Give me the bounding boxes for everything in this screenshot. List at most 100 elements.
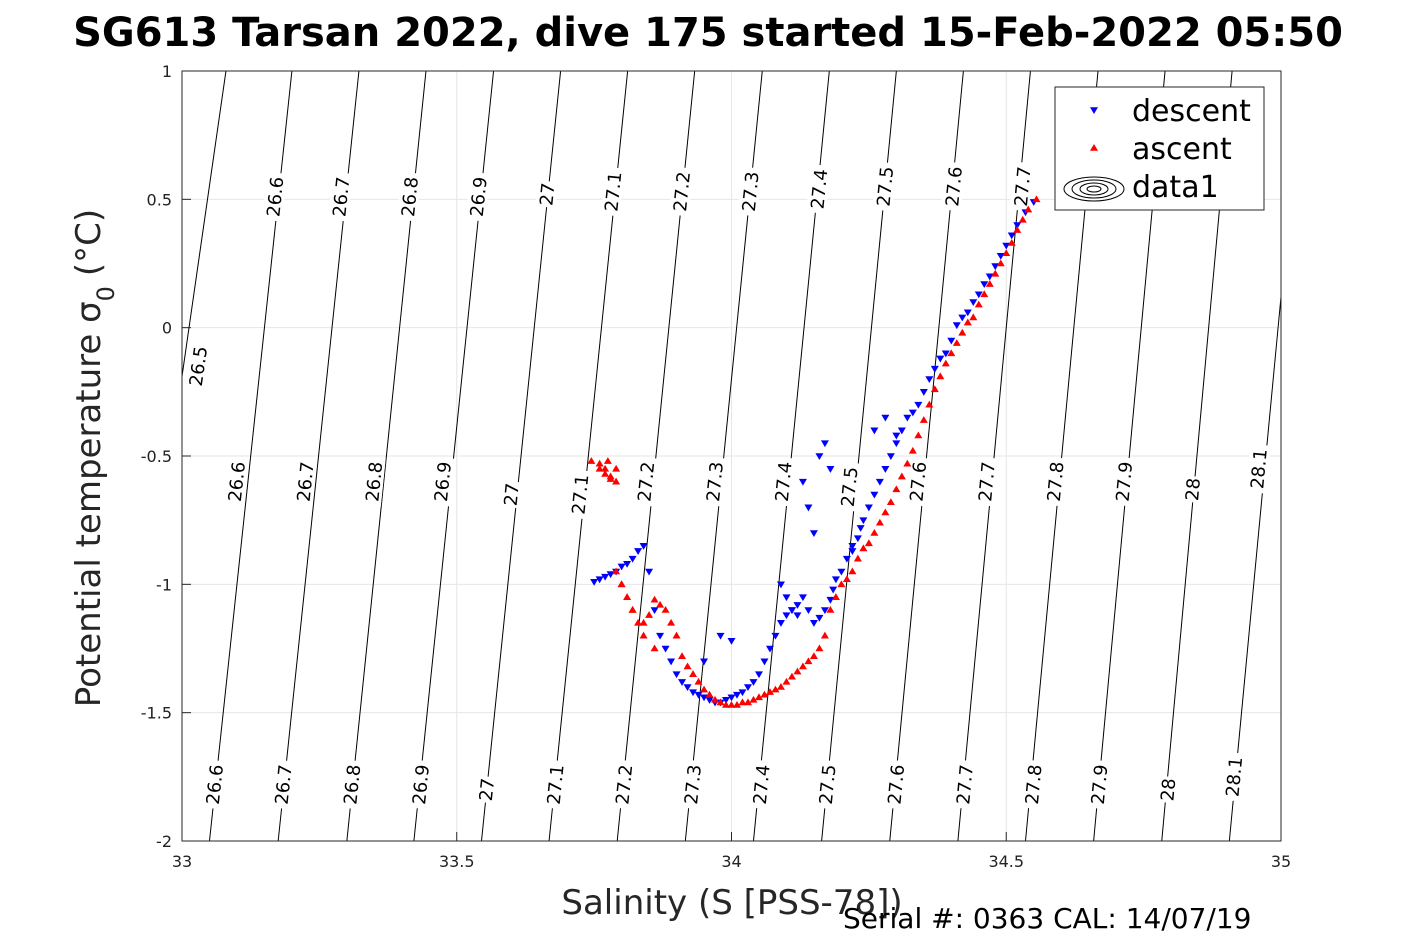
descent-point [870, 427, 879, 435]
contour-label-27.6: 27.6 [905, 456, 931, 507]
serial-cal-footer: Serial #: 0363 CAL: 14/07/19 [843, 902, 1251, 935]
ascent-point [634, 618, 643, 626]
descent-point [634, 548, 643, 555]
contour-label-text: 27.7 [953, 764, 978, 806]
ascent-point [765, 688, 774, 695]
contour-label-27.5: 27.5 [836, 461, 863, 512]
contour-label-28.1: 28.1 [1245, 443, 1272, 494]
ascent-point [743, 698, 752, 706]
ascent-point [694, 677, 703, 685]
contour-label-gap [1180, 475, 1204, 504]
descent-point [705, 697, 714, 704]
descent-point [1007, 232, 1016, 240]
ascent-point [603, 457, 612, 464]
x-axis-label: Salinity (S [PSS-78]) [561, 883, 902, 923]
contour-label-text: 27.7 [975, 461, 1000, 503]
contour-label-27.4: 27.4 [770, 456, 797, 507]
descent-point [793, 602, 802, 609]
contour-label-26.7: 26.7 [292, 456, 319, 507]
ascent-point [809, 652, 818, 659]
contour-label-28.1: 28.1 [1221, 751, 1247, 802]
contour-label-27: 27 [499, 480, 524, 509]
legend-descent-marker [1090, 107, 1098, 114]
ascent-point [881, 508, 890, 516]
scatter-points [587, 195, 1041, 708]
contour-label-28: 28 [1156, 775, 1180, 804]
ascent-point [595, 459, 604, 467]
contour-label-gap [542, 759, 568, 810]
descent-point [1002, 242, 1011, 250]
ascent-point [958, 328, 967, 336]
contour-label-text: 27.9 [1113, 461, 1138, 503]
descent-point [798, 594, 807, 602]
ascent-point [612, 567, 621, 575]
contour-label-gap [836, 461, 861, 512]
descent-point [848, 548, 857, 555]
contour-label-text: 27.5 [873, 166, 898, 208]
ascent-point [914, 431, 923, 439]
contour-label-27.8: 27.8 [1020, 759, 1047, 810]
descent-point [903, 414, 912, 422]
descent-point [672, 671, 681, 679]
y-tick-label: 1 [162, 62, 172, 81]
contour-label-27.7: 27.7 [973, 456, 1000, 507]
descent-point [881, 414, 890, 422]
contour-label-gap [668, 166, 694, 217]
ascent-point [798, 662, 807, 670]
descent-point [952, 322, 961, 330]
descent-point [914, 401, 923, 409]
ascent-point [969, 313, 978, 321]
ascent-point [925, 400, 934, 408]
ascent-point [601, 469, 610, 477]
contour-label-gap [465, 171, 491, 222]
contour-label-gap [599, 166, 625, 217]
descent-point [639, 543, 648, 550]
ascent-point [1002, 249, 1011, 257]
descent-point [645, 568, 654, 576]
contour-label-text: 27.4 [808, 168, 833, 210]
ascent-point [936, 372, 945, 380]
descent-point [617, 563, 626, 571]
ascent-point [738, 698, 747, 706]
ascent-point [661, 606, 670, 613]
contour-label-gap [396, 171, 422, 222]
ascent-point [623, 593, 632, 600]
descent-point [804, 504, 813, 512]
descent-point [793, 612, 802, 620]
contour-label-gap [184, 340, 211, 392]
descent-point [881, 466, 890, 473]
legend-contour-icon [1071, 179, 1117, 199]
contour-label-gap [567, 469, 592, 520]
contour-label-text: 26.8 [362, 461, 387, 503]
contour-label-26.6: 26.6 [223, 456, 250, 507]
ascent-point [678, 652, 687, 659]
contour-label-text: 27 [501, 482, 524, 507]
descent-point [754, 671, 763, 679]
legend-ascent-label: ascent [1132, 132, 1232, 167]
contour-label-26.9: 26.9 [465, 171, 492, 222]
contour-label-gap [814, 759, 839, 810]
descent-point [782, 612, 791, 620]
contour-label-text: 26.8 [340, 764, 365, 806]
contour-label-text: 27.8 [1044, 461, 1069, 503]
contour-label-gap [407, 759, 433, 810]
descent-point [606, 571, 615, 579]
ascent-point [760, 690, 769, 698]
ascent-point [991, 269, 1000, 277]
ascent-point [947, 349, 956, 357]
descent-point [787, 607, 796, 614]
ascent-point [650, 595, 659, 603]
y-tick-label: -1.5 [141, 704, 172, 723]
descent-point [837, 568, 846, 576]
descent-point [820, 607, 829, 614]
contour-label-gap [223, 456, 249, 507]
descent-point [804, 607, 813, 614]
ascent-point [1018, 215, 1027, 223]
descent-point [765, 645, 774, 653]
descent-point [980, 281, 989, 289]
legend-ascent-marker [1090, 144, 1098, 151]
contour-label-text: 26.7 [272, 764, 297, 806]
ascent-point [628, 606, 637, 613]
legend-contour-icon [1086, 185, 1102, 193]
